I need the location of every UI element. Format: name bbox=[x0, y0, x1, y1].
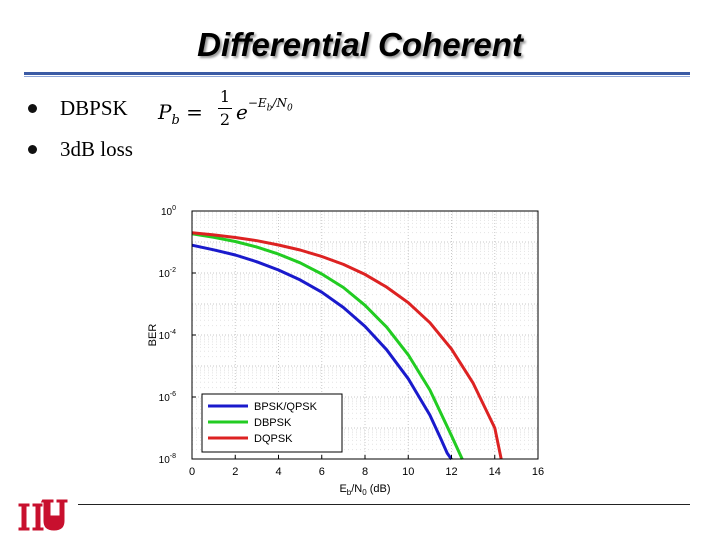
title-underline-thin bbox=[24, 76, 690, 77]
bullet-dot-icon bbox=[28, 104, 37, 113]
y-tick-label: 10-2 bbox=[159, 267, 176, 280]
formula-lhs: Pb = bbox=[158, 100, 203, 128]
x-tick-labels: 0 2 4 6 8 10 12 14 16 bbox=[189, 455, 544, 478]
x-tick-label: 0 bbox=[189, 466, 195, 478]
x-tick-label: 4 bbox=[275, 466, 281, 478]
x-tick-label: 2 bbox=[232, 466, 238, 478]
x-tick-label: 16 bbox=[532, 466, 544, 478]
slide-title: Differential Coherent bbox=[197, 26, 523, 63]
series-line-dqpsk bbox=[191, 231, 503, 460]
bullet-text-dbpsk: DBPSK bbox=[60, 96, 128, 120]
uh-logo-icon bbox=[17, 498, 69, 532]
bullet-item: 3dB loss bbox=[28, 135, 133, 176]
x-axis-label: Eb/N0 (dB) bbox=[339, 483, 390, 497]
bullet-dot-icon bbox=[28, 145, 37, 154]
y-tick-label: 100 bbox=[161, 205, 176, 218]
x-tick-label: 10 bbox=[402, 466, 414, 478]
footer-rule bbox=[78, 504, 690, 505]
chart-legend: BPSK/QPSK DBPSK DQPSK bbox=[201, 393, 343, 453]
x-tick-label: 8 bbox=[362, 466, 368, 478]
y-axis-label: BER bbox=[147, 324, 159, 347]
legend-label: BPSK/QPSK bbox=[254, 401, 318, 413]
y-tick-label: 10-8 bbox=[159, 453, 176, 466]
x-tick-label: 14 bbox=[489, 466, 501, 478]
title-underline bbox=[24, 72, 690, 75]
legend-label: DBPSK bbox=[254, 417, 292, 429]
x-tick-label: 12 bbox=[445, 466, 457, 478]
x-tick-label: 6 bbox=[319, 466, 325, 478]
bullet-item: DBPSK bbox=[28, 94, 133, 135]
legend-label: DQPSK bbox=[254, 433, 293, 445]
series-line-bpsk-qpsk bbox=[191, 243, 453, 461]
ber-chart: 0 2 4 6 8 10 12 14 16 100 10-2 10-4 10-6 10-8 BER Eb… bbox=[147, 205, 544, 497]
y-tick-labels: 100 10-2 10-4 10-6 10-8 bbox=[159, 205, 196, 466]
bullet-list: DBPSK 3dB loss bbox=[28, 94, 133, 176]
formula-exponential: e−Eb/N0 bbox=[236, 96, 293, 124]
bullet-text-loss: 3dB loss bbox=[60, 137, 133, 161]
y-tick-label: 10-4 bbox=[159, 329, 176, 342]
y-tick-label: 10-6 bbox=[159, 391, 176, 404]
series-line-dbpsk bbox=[191, 232, 464, 460]
chart-series bbox=[191, 231, 503, 461]
